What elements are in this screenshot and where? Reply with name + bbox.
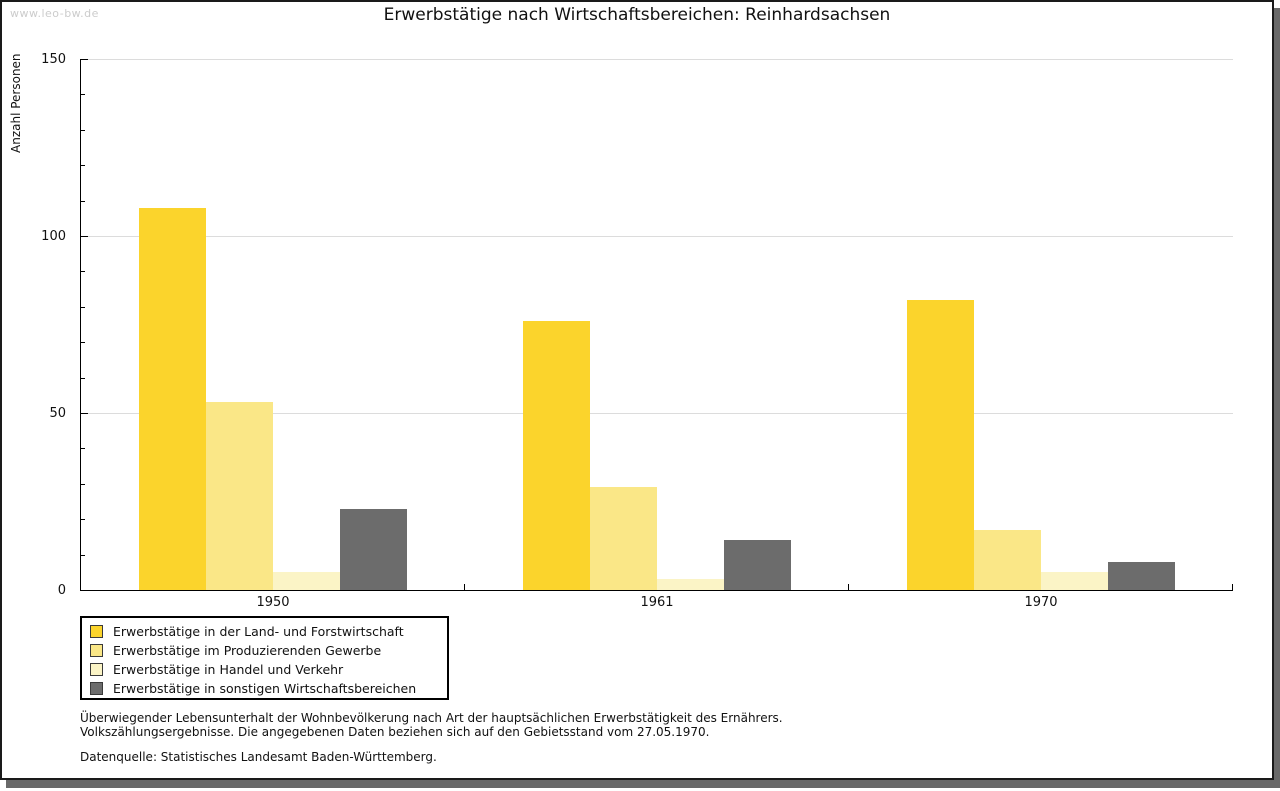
gridline-100 [81,236,1233,237]
x-boundary-tick [848,584,849,590]
legend-item-label: Erwerbstätige im Produzierenden Gewerbe [113,643,382,658]
y-minor-tick [81,129,85,131]
x-boundary-tick [464,584,465,590]
footnote-line-2: Volkszählungsergebnisse. Die angegebenen… [80,724,710,739]
x-category-label-1950: 1950 [256,595,290,610]
y-tick-label-0: 0 [57,583,66,598]
y-tick-label-50: 50 [49,406,66,421]
legend-item-3: Erwerbstätige in Handel und Verkehr [90,660,447,679]
bar-1950-series-2 [206,402,273,590]
y-major-tick [81,59,88,60]
bar-1950-series-1 [139,207,206,590]
bar-1961-series-1 [523,320,590,590]
plot-area: 1950 1961 1970 [80,59,1233,610]
y-minor-tick [81,377,85,379]
bar-1970-series-3 [1041,572,1108,590]
y-minor-tick [81,200,85,202]
y-minor-tick [81,519,85,521]
y-minor-tick [81,271,85,273]
legend-swatch-icon [90,625,103,638]
x-category-label-1961: 1961 [640,595,674,610]
legend-item-1: Erwerbstätige in der Land- und Forstwirt… [90,622,447,641]
legend-item-label: Erwerbstätige in sonstigen Wirtschaftsbe… [113,681,417,696]
y-minor-tick [81,342,85,344]
x-category-label-1970: 1970 [1024,595,1058,610]
y-minor-tick [81,448,85,450]
y-axis-tick-labels: 0 50 100 150 [2,52,72,598]
gridline-150 [81,59,1233,60]
bar-1961-series-3 [657,579,724,590]
y-minor-tick [81,483,85,485]
legend-swatch-icon [90,682,103,695]
legend-swatch-icon [90,644,103,657]
watermark-link: www.leo-bw.de [10,7,99,20]
legend-item-label: Erwerbstätige in Handel und Verkehr [113,662,344,677]
bar-1970-series-1 [907,299,974,590]
bar-1950-series-4 [340,508,407,590]
y-major-tick [81,236,88,237]
y-minor-tick [81,554,85,556]
y-minor-tick [81,94,85,96]
footnote-line-1: Überwiegender Lebensunterhalt der Wohnbe… [80,711,783,725]
y-minor-tick [81,306,85,308]
legend-swatch-icon [90,663,103,676]
bar-1961-series-2 [590,487,657,590]
legend-box: Erwerbstätige in der Land- und Forstwirt… [80,616,449,700]
x-boundary-tick [1232,584,1233,590]
legend-item-4: Erwerbstätige in sonstigen Wirtschaftsbe… [90,679,447,698]
y-tick-label-150: 150 [41,52,66,67]
legend-item-label: Erwerbstätige in der Land- und Forstwirt… [113,624,404,639]
y-minor-tick [81,165,85,167]
legend-item-2: Erwerbstätige im Produzierenden Gewerbe [90,641,447,660]
y-major-tick [81,413,88,414]
bar-1961-series-4 [724,540,791,590]
bar-1970-series-2 [974,529,1041,590]
bar-1970-series-4 [1108,561,1175,590]
data-source-text: Datenquelle: Statistisches Landesamt Bad… [80,750,437,764]
gridline-50 [81,413,1233,414]
y-tick-label-100: 100 [41,229,66,244]
footnote-text: Überwiegender Lebensunterhalt der Wohnbe… [80,711,783,739]
bar-1950-series-3 [273,572,340,590]
chart-title: Erwerbstätige nach Wirtschaftsbereichen:… [383,5,891,25]
